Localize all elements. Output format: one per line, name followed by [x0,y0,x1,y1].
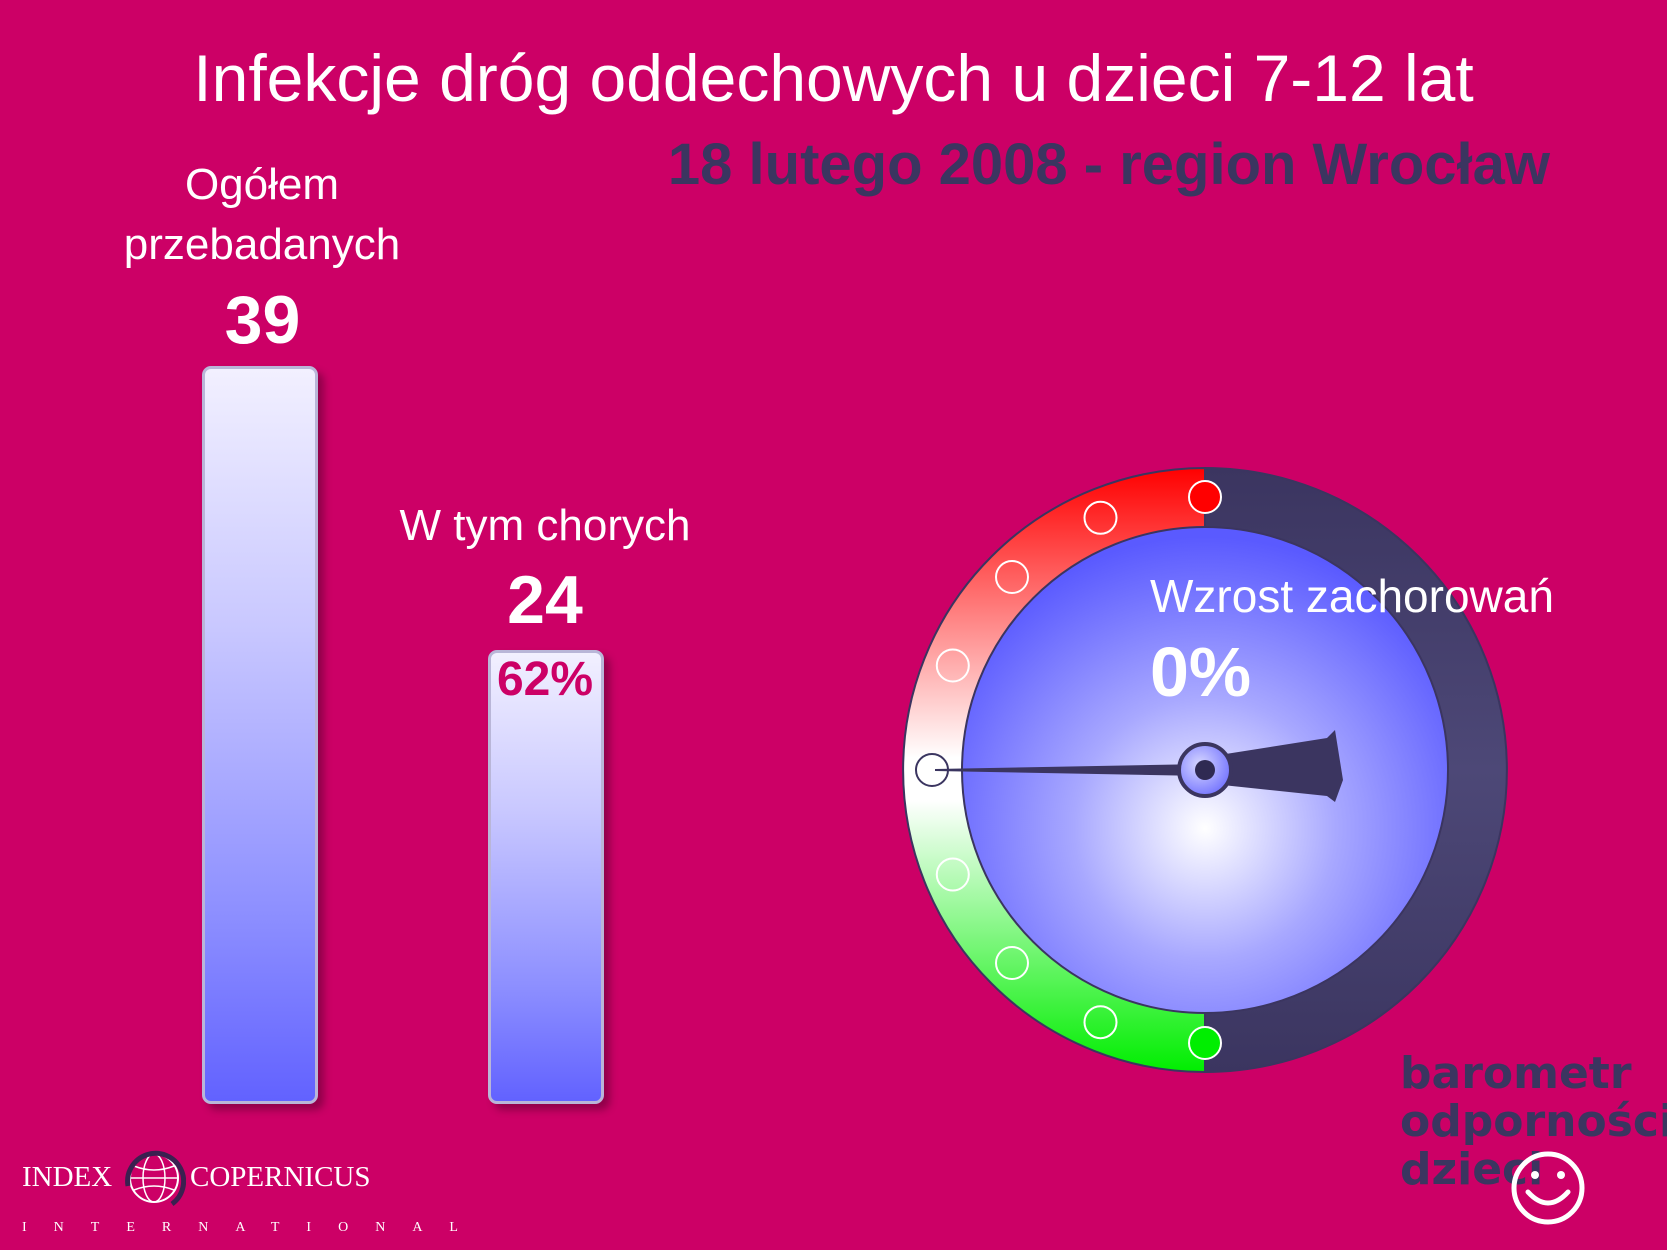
gauge-svg [902,466,1508,1074]
gauge-tick-2 [995,560,1029,594]
gauge-needle [935,764,1205,776]
chart-subtitle: 18 lutego 2008 - region Wrocław [667,132,1550,197]
gauge-value: 0% [1150,633,1252,711]
gauge-tick-0 [1188,480,1222,514]
barometr-logo: barometr odporności dzieci [1400,1050,1667,1194]
bar-sick [488,650,604,1104]
gauge-needle-tail [1213,730,1343,802]
logo-word-index: INDEX [22,1161,113,1193]
bar-label-total-line1: Ogółem [184,160,340,209]
bar-label-total: Ogółem przebadanych [82,155,442,275]
gauge-label: Wzrost zachorowań [1150,570,1554,622]
bar-value-sick: 24 [507,562,583,638]
bar-value-total: 39 [224,282,301,358]
bar-total [202,366,318,1104]
gauge-tick-8 [1188,1026,1222,1060]
gauge-tick-3 [935,648,970,683]
bar-percent-sick: 62% [496,653,594,706]
gauge-tick-1 [1083,500,1118,535]
gauge-tick-7 [1083,1005,1118,1040]
logo-line-odpornosci: odporności [1400,1096,1667,1147]
gauge-tick-5 [935,857,970,892]
logo-word-copernicus: COPERNICUS [190,1161,371,1193]
bar-label-sick: W tym chorych [399,501,691,550]
logo-word-international: INTERNATIONAL [22,1220,485,1235]
logo-line-barometr: barometr [1400,1048,1632,1099]
globe-icon [125,1150,186,1207]
gauge-needle-pointer [935,764,1205,776]
bar-label-total-line2: przebadanych [123,220,401,269]
chart-title: Infekcje dróg oddechowych u dzieci 7-12 … [193,41,1474,115]
smiley-icon [1511,1151,1585,1225]
gauge-ticks [915,480,1222,1060]
gauge-hub-center [1195,760,1215,780]
gauge-tick-6 [995,946,1029,980]
